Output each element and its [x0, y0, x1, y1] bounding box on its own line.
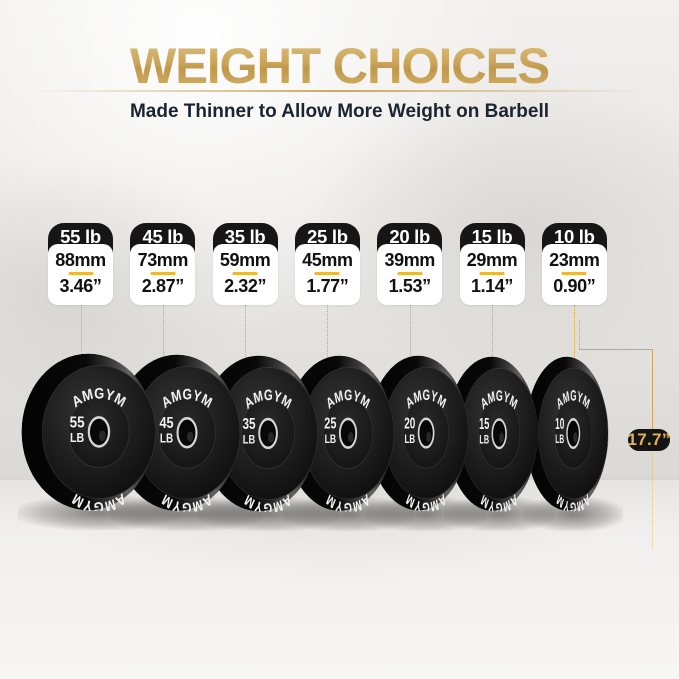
- svg-text:LB: LB: [160, 433, 173, 446]
- svg-text:LB: LB: [404, 434, 415, 447]
- svg-text:LB: LB: [479, 433, 489, 446]
- svg-text:LB: LB: [243, 433, 255, 447]
- svg-text:20: 20: [404, 415, 415, 433]
- svg-text:35: 35: [243, 414, 256, 432]
- svg-text:15: 15: [479, 414, 489, 432]
- svg-text:25: 25: [325, 415, 338, 432]
- svg-text:LB: LB: [325, 433, 337, 447]
- svg-text:45: 45: [159, 415, 173, 433]
- svg-text:LB: LB: [555, 434, 564, 448]
- svg-text:LB: LB: [70, 431, 84, 445]
- svg-text:10: 10: [555, 416, 564, 433]
- svg-text:55: 55: [70, 414, 85, 431]
